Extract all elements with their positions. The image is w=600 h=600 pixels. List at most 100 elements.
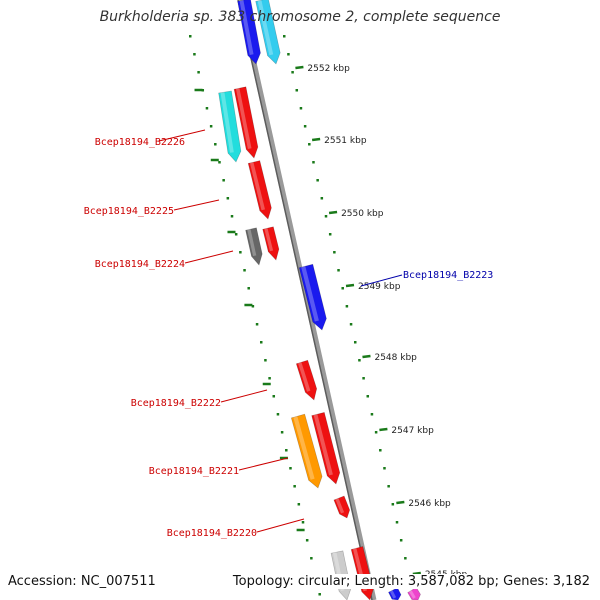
scale-label: 2546 kbp bbox=[408, 499, 451, 509]
scale-dot bbox=[289, 467, 292, 470]
gene-feature[interactable] bbox=[290, 413, 323, 489]
gene-feature-shape[interactable] bbox=[262, 226, 280, 261]
label-leader bbox=[173, 199, 220, 211]
scale-dot bbox=[345, 305, 349, 308]
gene-feature[interactable] bbox=[295, 359, 318, 401]
gene-label[interactable]: Bcep18194_B2225 bbox=[84, 206, 174, 217]
gene-feature-highlight bbox=[313, 414, 333, 476]
gene-feature-shape[interactable] bbox=[311, 412, 341, 485]
gene-feature-shape[interactable] bbox=[237, 0, 261, 65]
scale-dot bbox=[193, 53, 196, 56]
gene-feature[interactable] bbox=[333, 495, 351, 519]
label-leader bbox=[220, 389, 268, 403]
scale-dot bbox=[295, 89, 299, 92]
scale-dot bbox=[328, 233, 332, 236]
scale-dot bbox=[379, 449, 382, 452]
gene-feature-shape[interactable] bbox=[218, 90, 242, 163]
gene-label[interactable]: Bcep18194_B2224 bbox=[95, 259, 185, 270]
scale-dot bbox=[387, 485, 390, 488]
scale-dot bbox=[358, 359, 361, 362]
major-tick bbox=[345, 283, 355, 288]
scale-dot bbox=[337, 269, 340, 272]
scale-dot bbox=[209, 125, 213, 128]
gene-label[interactable]: Bcep18194_B2223 bbox=[403, 270, 493, 281]
gene-feature-highlight bbox=[409, 590, 416, 599]
scale-dot bbox=[239, 251, 242, 254]
gene-label[interactable]: Bcep18194_B2226 bbox=[95, 137, 185, 148]
scale-dot bbox=[291, 71, 294, 74]
gene-feature-shape[interactable] bbox=[290, 413, 323, 489]
gene-feature[interactable] bbox=[262, 226, 280, 261]
gene-feature-shape[interactable] bbox=[388, 587, 402, 600]
label-leader bbox=[360, 274, 403, 287]
scale-dot bbox=[316, 179, 319, 182]
gene-feature[interactable] bbox=[237, 0, 261, 65]
major-tick bbox=[311, 137, 321, 142]
gene-feature-highlight bbox=[389, 590, 397, 599]
gene-feature-shape[interactable] bbox=[298, 263, 327, 331]
gene-feature[interactable] bbox=[311, 412, 341, 485]
gene-feature-shape[interactable] bbox=[233, 86, 259, 159]
gene-labels[interactable]: Bcep18194_B2226 Bcep18194_B2225 Bcep18194_… bbox=[84, 137, 494, 539]
scale-dot bbox=[366, 395, 370, 398]
gene-feature[interactable] bbox=[245, 227, 263, 266]
gene-feature[interactable] bbox=[298, 263, 327, 331]
label-leader-lines bbox=[158, 129, 403, 533]
scale-dot bbox=[324, 215, 328, 218]
gene-feature-highlight bbox=[235, 88, 252, 149]
gene-feature-highlight bbox=[257, 0, 274, 56]
scale-dot bbox=[222, 179, 225, 182]
scale-dot bbox=[287, 53, 290, 56]
major-tick bbox=[362, 354, 371, 359]
gene-feature-highlight bbox=[220, 92, 234, 153]
scale-dot bbox=[205, 107, 209, 110]
scale-label: 2547 kbp bbox=[391, 426, 434, 436]
scale-dot bbox=[280, 431, 284, 434]
scale-dot bbox=[251, 305, 255, 308]
major-tick bbox=[412, 571, 421, 576]
gene-feature-shape[interactable] bbox=[255, 0, 281, 65]
scale-dot bbox=[293, 485, 296, 488]
gene-feature-highlight bbox=[249, 162, 265, 211]
scale-dot bbox=[189, 35, 192, 38]
scale-dot bbox=[259, 341, 263, 344]
sequence-summary: Topology: circular; Length: 3,587,082 bp… bbox=[232, 574, 590, 589]
scale-dot bbox=[349, 323, 353, 326]
gene-feature-shape[interactable] bbox=[247, 160, 272, 220]
scale-dot bbox=[362, 377, 365, 380]
gene-feature[interactable] bbox=[255, 0, 281, 65]
scale-dot bbox=[299, 107, 303, 110]
gene-feature[interactable] bbox=[407, 586, 421, 600]
scale-dot bbox=[301, 521, 305, 524]
gene-feature[interactable] bbox=[388, 587, 402, 600]
scale-dot bbox=[285, 449, 288, 452]
gene-label[interactable]: Bcep18194_B2221 bbox=[149, 466, 239, 477]
scale-dot bbox=[230, 215, 234, 218]
gene-feature[interactable] bbox=[218, 90, 242, 163]
gene-feature-shape[interactable] bbox=[295, 359, 318, 401]
scale-dot bbox=[320, 197, 324, 200]
gene-label[interactable]: Bcep18194_B2220 bbox=[167, 528, 257, 539]
major-tick bbox=[295, 65, 304, 70]
scale-dot bbox=[283, 35, 286, 38]
scale-dot bbox=[218, 161, 221, 164]
major-tick bbox=[396, 500, 405, 505]
label-leader bbox=[238, 457, 289, 471]
gene-feature-shape[interactable] bbox=[245, 227, 263, 266]
gene-feature-highlight bbox=[301, 266, 319, 322]
outer-scale-dots bbox=[189, 35, 321, 596]
scale-dot bbox=[383, 467, 386, 470]
label-leader bbox=[158, 129, 206, 142]
backbone-line bbox=[237, 0, 377, 600]
scale-label: 2552 kbp bbox=[307, 64, 350, 74]
gene-feature-shape[interactable] bbox=[333, 495, 351, 519]
scale-dot bbox=[310, 557, 313, 560]
scale-dot bbox=[201, 89, 205, 92]
scale-label: 2551 kbp bbox=[324, 136, 367, 146]
gene-feature[interactable] bbox=[247, 160, 272, 220]
gene-label[interactable]: Bcep18194_B2222 bbox=[131, 398, 221, 409]
gene-feature[interactable] bbox=[233, 86, 259, 159]
gene-features[interactable] bbox=[218, 0, 421, 600]
gene-feature-highlight bbox=[298, 362, 311, 392]
